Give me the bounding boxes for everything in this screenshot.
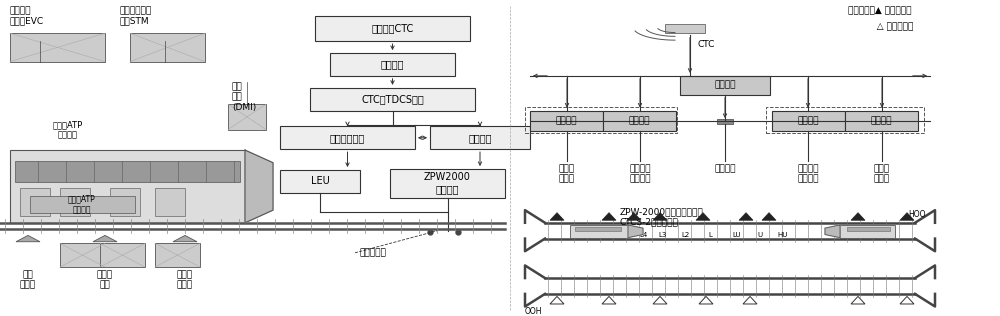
Text: 车载安全
计算机EVC: 车载安全 计算机EVC xyxy=(10,6,44,26)
Text: OOH: OOH xyxy=(525,307,542,315)
Text: HU: HU xyxy=(778,232,788,238)
Text: HOO: HOO xyxy=(908,210,926,219)
Text: 人机
界面
(DMI): 人机 界面 (DMI) xyxy=(232,82,256,112)
Bar xyxy=(20,188,50,216)
Bar xyxy=(130,33,205,62)
Bar xyxy=(110,188,140,216)
Bar xyxy=(15,161,240,182)
Text: 车站联锁: 车站联锁 xyxy=(468,133,492,143)
Text: L2: L2 xyxy=(682,232,690,238)
Bar xyxy=(30,196,135,213)
Text: L4: L4 xyxy=(639,232,647,238)
Polygon shape xyxy=(173,235,197,242)
Text: 动车组ATP
车载设备: 动车组ATP 车载设备 xyxy=(53,120,83,139)
Text: 速度
传感器: 速度 传感器 xyxy=(20,270,36,289)
Text: LU: LU xyxy=(733,232,741,238)
Polygon shape xyxy=(653,213,667,220)
Bar xyxy=(845,111,918,131)
Bar xyxy=(60,243,105,267)
Bar xyxy=(570,225,628,238)
Polygon shape xyxy=(699,296,713,304)
Bar xyxy=(280,170,360,193)
Text: U: U xyxy=(757,232,763,238)
Bar xyxy=(766,107,924,133)
Polygon shape xyxy=(696,213,710,220)
Bar xyxy=(315,16,470,41)
Bar xyxy=(390,169,505,198)
Polygon shape xyxy=(653,296,667,304)
Bar xyxy=(575,227,621,231)
Polygon shape xyxy=(851,213,865,220)
Text: 列控中心: 列控中心 xyxy=(798,116,819,125)
Polygon shape xyxy=(743,296,757,304)
Polygon shape xyxy=(245,150,273,223)
Text: 列控中心: 列控中心 xyxy=(714,81,736,90)
Polygon shape xyxy=(602,213,616,220)
Polygon shape xyxy=(900,213,914,220)
Bar xyxy=(847,227,890,231)
Polygon shape xyxy=(825,225,840,238)
Text: 车站联锁: 车站联锁 xyxy=(871,116,892,125)
Bar xyxy=(60,188,90,216)
Polygon shape xyxy=(93,235,117,242)
Text: ZPW-2000轨道电路码发送
CTCS-2的行车许可: ZPW-2000轨道电路码发送 CTCS-2的行车许可 xyxy=(620,207,704,226)
Text: L: L xyxy=(708,232,712,238)
Bar xyxy=(10,150,245,223)
Bar xyxy=(310,88,475,111)
Polygon shape xyxy=(739,213,753,220)
Bar xyxy=(430,126,530,149)
Polygon shape xyxy=(550,213,564,220)
Text: LEU: LEU xyxy=(311,176,329,186)
Text: CTC: CTC xyxy=(698,40,715,49)
Text: 应答器、
轨道电路: 应答器、 轨道电路 xyxy=(797,164,819,184)
Text: 列控中心: 列控中心 xyxy=(629,116,650,125)
Bar xyxy=(840,225,895,238)
Polygon shape xyxy=(602,296,616,304)
Text: 轨道电路: 轨道电路 xyxy=(714,164,736,173)
Polygon shape xyxy=(627,213,641,220)
Bar xyxy=(603,111,676,131)
Bar xyxy=(228,104,266,130)
Polygon shape xyxy=(762,213,776,220)
Text: L3: L3 xyxy=(659,232,667,238)
Text: 车站联锁: 车站联锁 xyxy=(556,116,577,125)
Bar xyxy=(10,33,105,62)
Text: CTC或TDCS站机: CTC或TDCS站机 xyxy=(361,94,424,104)
Polygon shape xyxy=(900,296,914,304)
Bar xyxy=(525,107,677,133)
Text: 车站列控中心: 车站列控中心 xyxy=(330,133,365,143)
Text: 道岔、
信号机: 道岔、 信号机 xyxy=(874,164,890,184)
Polygon shape xyxy=(16,235,40,242)
Bar xyxy=(330,53,455,76)
Bar xyxy=(280,126,415,149)
Text: △ 无源应答器: △ 无源应答器 xyxy=(848,22,913,31)
Bar xyxy=(155,188,185,216)
Bar xyxy=(155,243,200,267)
Text: 道岔、
信号机: 道岔、 信号机 xyxy=(559,164,575,184)
Text: ZPW2000
轨道电路: ZPW2000 轨道电路 xyxy=(424,173,471,194)
Text: 应答器、
轨道电路: 应答器、 轨道电路 xyxy=(629,164,651,184)
Text: L5: L5 xyxy=(613,232,621,238)
Polygon shape xyxy=(851,296,865,304)
Bar xyxy=(530,111,603,131)
Text: 图标说明：▲ 有源应答器: 图标说明：▲ 有源应答器 xyxy=(848,6,912,15)
Polygon shape xyxy=(628,225,643,238)
Text: 地面应答器: 地面应答器 xyxy=(360,248,387,257)
Text: 轨道电路信息
接收STM: 轨道电路信息 接收STM xyxy=(120,6,152,26)
Text: 调度中心CTC: 调度中心CTC xyxy=(371,23,414,33)
Text: 应答器
天线: 应答器 天线 xyxy=(97,270,113,289)
Bar xyxy=(680,76,770,95)
Bar xyxy=(665,24,705,33)
Text: 动车组ATP
车载设备: 动车组ATP 车载设备 xyxy=(68,195,96,214)
Bar xyxy=(100,243,145,267)
Text: 轨道电
路天线: 轨道电 路天线 xyxy=(177,270,193,289)
Text: 车务终端: 车务终端 xyxy=(381,59,404,70)
Bar xyxy=(717,118,733,124)
Polygon shape xyxy=(550,296,564,304)
Bar xyxy=(772,111,845,131)
